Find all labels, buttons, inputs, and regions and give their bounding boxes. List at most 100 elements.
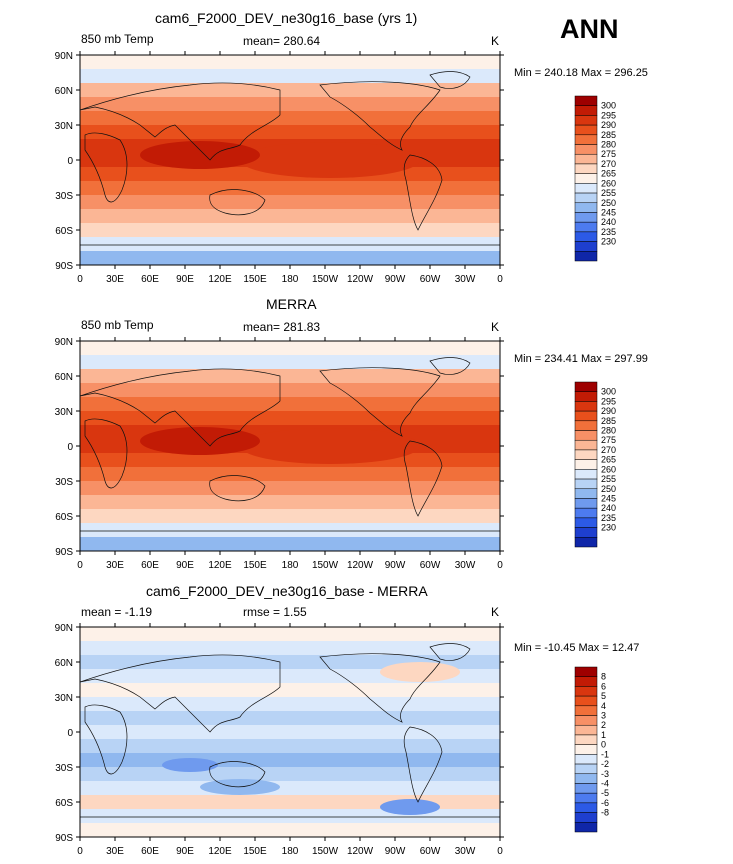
colorbar-swatch [574, 391, 598, 402]
x-tick-label: 30W [455, 274, 476, 285]
y-tick-label: 90N [55, 51, 73, 62]
panel-1-center-label: mean= 280.64 [243, 34, 321, 48]
colorbar-label: 230 [601, 237, 616, 247]
colorbar-swatch [574, 381, 598, 392]
y-tick-label: 90N [55, 337, 73, 348]
colorbar-swatch [574, 517, 598, 528]
colorbar-label: 5 [601, 691, 606, 701]
x-tick-label: 90W [385, 560, 406, 571]
colorbar-swatch [574, 507, 598, 519]
field-band [80, 809, 500, 824]
colorbar-label: 250 [601, 198, 616, 208]
colorbar-label: -1 [601, 749, 609, 759]
panel-1-minmax: Min = 240.18 Max = 296.25 [514, 67, 648, 79]
y-tick-label: 0 [67, 728, 73, 739]
field-band [80, 125, 500, 140]
x-tick-label: 90E [176, 560, 194, 571]
colorbar-swatch [574, 420, 598, 431]
colorbar-label: 230 [601, 523, 616, 533]
colorbar-label: 8 [601, 672, 606, 682]
colorbar-swatch [574, 202, 598, 213]
colorbar-swatch [574, 221, 598, 233]
panel-2-right-label: K [491, 320, 500, 334]
field-band [80, 83, 500, 98]
colorbar-label: -4 [601, 778, 609, 788]
y-tick-label: 30S [55, 763, 73, 774]
colorbar-swatch [574, 763, 598, 775]
colorbar-label: 3 [601, 711, 606, 721]
y-tick-label: 90S [55, 547, 73, 558]
x-tick-label: 0 [497, 274, 503, 285]
field-band [80, 767, 500, 782]
x-tick-label: 180 [282, 560, 299, 571]
colorbar-swatch [574, 469, 598, 480]
colorbar-swatch [574, 695, 598, 707]
panel-1-right-label: K [491, 34, 500, 48]
y-tick-label: 90N [55, 623, 73, 634]
colorbar-label: 245 [601, 207, 616, 217]
x-tick-label: 150E [243, 274, 267, 285]
colorbar-swatch [574, 95, 598, 106]
field-band [80, 781, 500, 796]
x-tick-label: 180 [282, 846, 299, 857]
y-tick-label: 30N [55, 407, 73, 418]
map-panel-2: 90N 60N 30N 0 30S 60S 90S 0 30E 60E 90E 120E 150E 180… [55, 337, 504, 571]
colorbar-label: -5 [601, 788, 609, 798]
map-panel-1: 90N 60N 30N 0 30S 60S 90S 0 30E 60E 90E 120E 150E 180… [55, 51, 504, 285]
colorbar-label: 260 [601, 464, 616, 474]
colorbar-1: 3002952902852802752702652602552502452402… [574, 95, 616, 262]
colorbar-swatch [574, 773, 598, 784]
colorbar-label: 2 [601, 720, 606, 730]
x-tick-label: 90W [385, 846, 406, 857]
field-band [80, 627, 500, 642]
field-band [80, 209, 500, 224]
colorbar-label: 300 [601, 387, 616, 397]
x-tick-label: 150E [243, 846, 267, 857]
x-tick-label: 0 [77, 560, 83, 571]
panel-3-right-label: K [491, 605, 500, 619]
colorbar-label: -8 [601, 808, 609, 818]
y-tick-label: 60S [55, 798, 73, 809]
colorbar-label: 265 [601, 169, 616, 179]
x-tick-label: 90E [176, 274, 194, 285]
colorbar-swatch [574, 212, 598, 223]
y-tick-label: 30N [55, 693, 73, 704]
field-band [80, 523, 500, 538]
colorbar-label: 285 [601, 130, 616, 140]
colorbar-swatch [574, 124, 598, 136]
colorbar-swatch [574, 144, 598, 155]
colorbar-swatch [574, 115, 598, 126]
colorbar-2: 3002952902852802752702652602552502452402… [574, 381, 616, 548]
colorbar-swatch [574, 173, 598, 184]
colorbar-swatch [574, 478, 598, 490]
x-tick-label: 150W [312, 846, 339, 857]
warm-anomaly [380, 662, 460, 682]
field-band [80, 697, 500, 712]
field-band [80, 641, 500, 656]
colorbar-label: 280 [601, 426, 616, 436]
colorbar-swatch [574, 724, 598, 736]
colorbar-swatch [574, 105, 598, 116]
colorbar-label: 6 [601, 681, 606, 691]
x-tick-label: 60E [141, 274, 159, 285]
field-band [80, 481, 500, 496]
colorbar-swatch [574, 715, 598, 726]
y-tick-label: 30S [55, 191, 73, 202]
colorbar-label: 275 [601, 435, 616, 445]
colorbar-label: 245 [601, 493, 616, 503]
colorbar-label: 270 [601, 159, 616, 169]
colorbar-swatch [574, 439, 598, 451]
x-tick-label: 60W [420, 274, 441, 285]
colorbar-label: 0 [601, 740, 606, 750]
panel-3-left-label: mean = -1.19 [81, 605, 153, 619]
colorbar-label: 280 [601, 140, 616, 150]
panel-3-center-label: rmse = 1.55 [243, 605, 307, 619]
x-tick-label: 120E [208, 846, 232, 857]
colorbar-label: 295 [601, 110, 616, 120]
panel-2-center-label: mean= 281.83 [243, 320, 321, 334]
x-tick-label: 120W [347, 274, 374, 285]
field-band [80, 383, 500, 398]
colorbar-swatch [574, 251, 598, 262]
field-band [80, 195, 500, 210]
